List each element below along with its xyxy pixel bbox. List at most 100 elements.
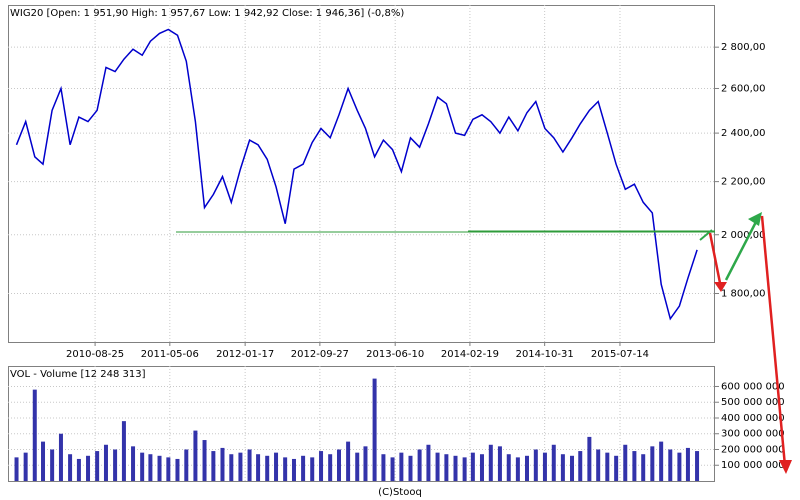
volume-bar <box>488 444 493 481</box>
volume-bar <box>515 457 520 481</box>
y-tick-label: 200 000 000 <box>721 444 785 455</box>
volume-bar <box>157 455 162 481</box>
annotations <box>176 212 792 474</box>
volume-bar <box>390 457 395 481</box>
y-tick-label: 2 000,00 <box>721 230 766 241</box>
volume-bar <box>140 452 145 481</box>
arrow <box>760 215 787 467</box>
volume-bar <box>355 452 360 481</box>
volume-bar <box>50 449 55 481</box>
volume-bar <box>121 421 126 481</box>
arrow-head <box>748 212 762 226</box>
footer: (C)Stooq <box>378 487 422 498</box>
volume-bar <box>328 454 333 481</box>
volume-bar <box>148 454 153 481</box>
y-tick-label: 2 400,00 <box>721 128 766 139</box>
volume-bar <box>533 449 538 481</box>
arrow <box>699 229 713 241</box>
volume-bar <box>113 449 118 481</box>
volume-bar <box>453 455 458 481</box>
volume-bar <box>23 452 28 481</box>
y-tick-label: 2 200,00 <box>721 177 766 188</box>
volume-bar <box>650 446 655 481</box>
volume-bar <box>677 452 682 481</box>
volume-bar <box>605 452 610 481</box>
volume-bar <box>614 455 619 481</box>
volume-bar <box>58 433 63 481</box>
volume-bar <box>570 455 575 481</box>
volume-bar <box>479 454 484 481</box>
y-tick-label: 100 000 000 <box>721 460 785 471</box>
y-tick-label: 400 000 000 <box>721 413 785 424</box>
volume-bar <box>470 452 475 481</box>
volume-bar <box>542 452 547 481</box>
volume-bar <box>560 454 565 481</box>
y-tick-label: 600 000 000 <box>721 381 785 392</box>
volume-title: VOL - Volume [12 248 313] <box>10 369 146 380</box>
y-tick-label: 300 000 000 <box>721 429 785 440</box>
volume-bar <box>310 457 315 481</box>
volume-bar <box>95 451 100 481</box>
volume-bar <box>551 444 556 481</box>
volume-bar <box>238 452 243 481</box>
x-tick-label: 2015-07-14 <box>591 349 649 360</box>
arrow <box>708 232 723 289</box>
price-panel <box>8 5 715 343</box>
volume-bar <box>86 455 91 481</box>
volume-bar <box>274 452 279 481</box>
volume-bar <box>659 441 664 481</box>
volume-bar <box>363 446 368 481</box>
x-tick-label: 2013-06-10 <box>366 349 424 360</box>
volume-bar <box>417 449 422 481</box>
arrow-head <box>779 460 792 474</box>
volume-bar <box>632 451 637 481</box>
volume-bar <box>408 455 413 481</box>
x-tick-label: 2011-05-06 <box>141 349 199 360</box>
volume-bar <box>229 454 234 481</box>
volume-bar <box>301 455 306 481</box>
y-tick-label: 500 000 000 <box>721 397 785 408</box>
volume-bar <box>444 454 449 481</box>
volume-bar <box>497 446 502 481</box>
volume-bar <box>193 430 198 481</box>
volume-bar <box>319 451 324 481</box>
volume-bar <box>641 454 646 481</box>
volume-bar <box>578 451 583 481</box>
y-tick-label: 1 800,00 <box>721 288 766 299</box>
volume-bar <box>372 378 377 481</box>
volume-bar <box>336 449 341 481</box>
volume-bar <box>346 441 351 481</box>
y-tick-label: 2 600,00 <box>721 83 766 94</box>
volume-bar <box>41 441 46 481</box>
volume-bar <box>291 458 296 481</box>
volume-bar <box>695 451 700 481</box>
volume-bar <box>596 449 601 481</box>
volume-panel <box>8 366 715 482</box>
arrow <box>724 217 760 281</box>
volume-bar <box>175 458 180 481</box>
volume-bar <box>685 447 690 481</box>
volume-bar <box>283 457 288 481</box>
volume-bar <box>435 452 440 481</box>
volume-bar <box>14 457 19 481</box>
volume-bar <box>220 447 225 481</box>
x-tick-label: 2014-10-31 <box>516 349 574 360</box>
arrow-head <box>714 282 727 292</box>
x-tick-label: 2012-09-27 <box>291 349 349 360</box>
volume-bar <box>524 455 529 481</box>
volume-bar <box>211 451 216 481</box>
volume-bar <box>668 449 673 481</box>
volume-bar <box>265 455 270 481</box>
volume-bar <box>202 440 207 481</box>
x-tick-label: 2010-08-25 <box>66 349 124 360</box>
volume-bar <box>103 444 108 481</box>
volume-bar <box>247 449 252 481</box>
volume-bar <box>399 452 404 481</box>
x-tick-label: 2014-02-19 <box>441 349 499 360</box>
volume-bar <box>462 457 467 481</box>
price-title: WIG20 [Open: 1 951,90 High: 1 957,67 Low… <box>10 8 404 19</box>
volume-bar <box>184 449 189 481</box>
